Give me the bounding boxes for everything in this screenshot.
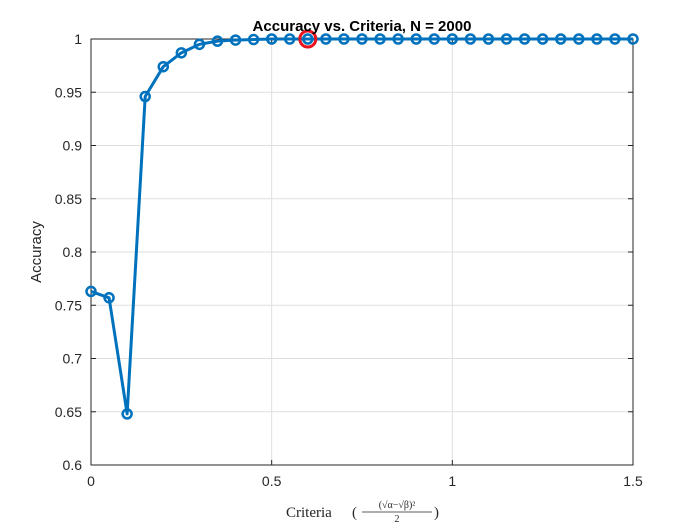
y-tick-label: 0.9	[63, 138, 83, 154]
y-tick-label: 0.7	[63, 351, 83, 367]
data-point	[302, 33, 314, 45]
data-point	[85, 285, 97, 298]
x-axis-label-close-paren: )	[434, 505, 439, 521]
data-point	[428, 33, 441, 45]
chart-title: Accuracy vs. Criteria, N = 2000	[253, 18, 472, 35]
x-tick-label: 1	[448, 473, 456, 489]
data-point	[121, 408, 133, 420]
tick-labels: 0 0.5 1 1.5 0.6 0.65 0.7 0.75 0.8 0.85 0.9 0.95 1	[55, 31, 643, 489]
data-point	[157, 60, 170, 73]
data-point	[229, 34, 242, 46]
data-point	[518, 33, 531, 45]
x-tick-label: 0.5	[262, 473, 282, 489]
highlight-point	[298, 29, 318, 49]
data-point	[482, 33, 495, 45]
data-point	[247, 33, 260, 46]
y-tick-label: 0.8	[63, 244, 83, 260]
data-point	[609, 33, 621, 45]
x-axis-label: Criteria ( (√α−√β)² 2 )	[286, 500, 439, 525]
data-point	[175, 47, 188, 59]
x-tick-label: 0	[87, 473, 95, 489]
data-point	[627, 33, 639, 45]
data-point	[103, 292, 115, 304]
y-tick-label: 1	[74, 31, 82, 47]
x-axis-label-text: Criteria	[286, 505, 332, 521]
data-point	[392, 33, 404, 45]
x-axis-label-denominator: 2	[395, 514, 400, 525]
highlight	[298, 29, 318, 49]
data-point	[265, 33, 278, 45]
y-axis-label: Accuracy	[28, 221, 45, 283]
y-tick-label: 0.75	[55, 297, 82, 313]
x-axis-label-numerator: (√α−√β)²	[379, 500, 416, 511]
y-tick-label: 0.95	[55, 84, 82, 100]
data-point	[139, 90, 151, 103]
series-line	[85, 33, 639, 420]
data-point	[500, 33, 513, 45]
data-point	[446, 33, 459, 45]
data-point	[554, 33, 567, 45]
y-tick-label: 0.65	[55, 404, 82, 420]
data-point	[356, 33, 368, 45]
accuracy-line	[90, 37, 633, 416]
data-point	[536, 33, 549, 45]
data-point	[591, 33, 603, 45]
grid	[91, 39, 633, 465]
data-point	[374, 33, 386, 45]
y-tick-label: 0.6	[63, 457, 83, 473]
data-point	[464, 33, 477, 45]
data-point	[193, 38, 206, 51]
y-tick-label: 0.85	[55, 191, 82, 207]
data-point	[410, 33, 422, 45]
data-point	[573, 33, 585, 45]
x-tick-label: 1.5	[623, 473, 643, 489]
data-point	[320, 33, 332, 45]
data-point	[283, 33, 296, 45]
x-axis-label-open-paren: (	[352, 505, 357, 521]
data-point	[338, 33, 350, 45]
data-point	[211, 35, 224, 47]
